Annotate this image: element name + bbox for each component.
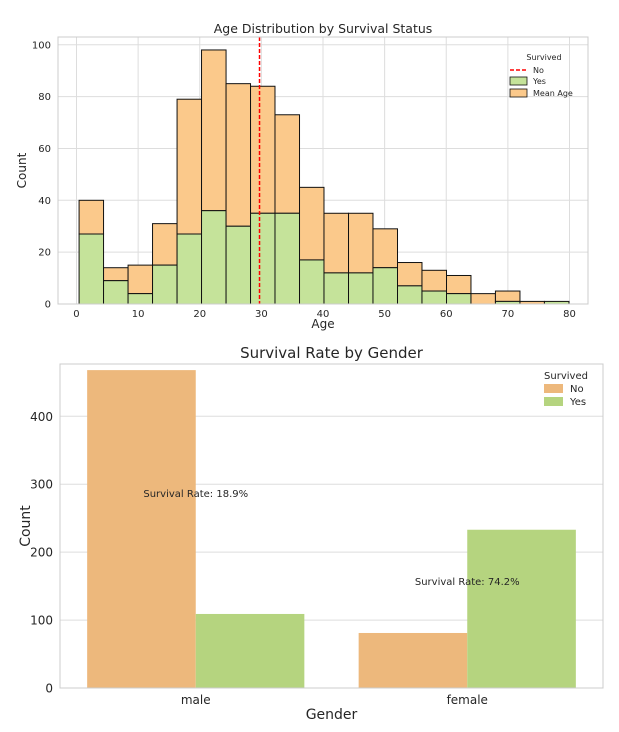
bar-yes bbox=[348, 272, 374, 305]
x-tick-label: 60 bbox=[440, 309, 453, 320]
bar-mean-age bbox=[494, 290, 521, 302]
legend-label-yes: Yes bbox=[532, 77, 546, 86]
legend-label-no: No bbox=[533, 66, 544, 75]
x-tick-label: female bbox=[447, 693, 488, 707]
bar-mean-age bbox=[299, 186, 325, 261]
x-tick-label: 80 bbox=[563, 309, 576, 320]
bar-yes bbox=[195, 613, 305, 688]
y-tick-label: 0 bbox=[45, 682, 53, 696]
x-axis-label: Age bbox=[311, 317, 334, 331]
bar-mean-age bbox=[372, 228, 399, 269]
y-tick-label: 200 bbox=[30, 546, 53, 560]
bar-mean-age bbox=[225, 83, 252, 227]
bar-yes bbox=[274, 212, 301, 305]
bar-yes bbox=[201, 210, 227, 305]
bar-yes bbox=[152, 264, 178, 305]
legend-swatch-no bbox=[544, 384, 563, 393]
bar-mean-age bbox=[397, 262, 423, 287]
bar-yes bbox=[225, 225, 252, 305]
bar-mean-age bbox=[446, 274, 472, 295]
chart-title: Age Distribution by Survival Status bbox=[214, 21, 433, 36]
x-tick-label: 0 bbox=[73, 309, 79, 320]
x-axis-label: Gender bbox=[306, 707, 358, 723]
bar-mean-age bbox=[250, 85, 276, 214]
legend-label-no: No bbox=[570, 384, 584, 395]
plot-frame bbox=[57, 36, 589, 305]
bar-yes bbox=[397, 285, 423, 305]
x-tick-label: 40 bbox=[317, 309, 330, 320]
y-axis-label: Count bbox=[15, 152, 29, 188]
plot-frame bbox=[59, 363, 604, 689]
legend-title: Survived bbox=[526, 53, 561, 62]
bar-yes bbox=[467, 529, 576, 688]
bar-mean-age bbox=[421, 269, 448, 292]
chart-title: Survival Rate by Gender bbox=[240, 344, 424, 362]
bar-yes bbox=[372, 267, 399, 305]
survival-rate-annotation: Survival Rate: 74.2% bbox=[415, 577, 520, 588]
y-tick-label: 100 bbox=[32, 40, 51, 51]
y-tick-label: 60 bbox=[38, 144, 51, 155]
legend-label-mean-age: Mean Age bbox=[533, 89, 573, 98]
legend-swatch-yes bbox=[509, 76, 528, 86]
bar-mean-age bbox=[103, 267, 129, 282]
legend-swatch-yes bbox=[544, 397, 563, 406]
bar-mean-age bbox=[274, 114, 301, 214]
y-tick-label: 80 bbox=[38, 92, 51, 103]
bar-yes bbox=[78, 233, 105, 305]
bar-mean-age bbox=[470, 293, 496, 305]
legend-swatch-mean-age bbox=[509, 88, 528, 98]
x-tick-label: 70 bbox=[502, 309, 515, 320]
y-tick-label: 100 bbox=[30, 614, 53, 628]
bar-mean-age bbox=[176, 98, 203, 235]
bar-mean-age bbox=[323, 212, 350, 274]
bar-mean-age bbox=[152, 223, 178, 266]
bar-yes bbox=[103, 280, 129, 305]
y-tick-label: 0 bbox=[45, 300, 51, 311]
bar-no bbox=[87, 370, 196, 688]
y-tick-label: 20 bbox=[38, 248, 51, 259]
y-tick-label: 300 bbox=[30, 478, 53, 492]
y-axis-label: Count bbox=[18, 505, 34, 547]
bar-mean-age bbox=[127, 264, 154, 295]
bar-mean-age bbox=[201, 49, 227, 212]
bar-yes bbox=[421, 290, 448, 305]
bar-yes bbox=[250, 212, 276, 305]
y-tick-label: 40 bbox=[38, 196, 51, 207]
bar-mean-age bbox=[348, 212, 374, 274]
legend-label-yes: Yes bbox=[569, 397, 586, 408]
x-tick-label: male bbox=[181, 693, 211, 707]
legend-title: Survived bbox=[544, 371, 588, 382]
x-tick-label: 30 bbox=[255, 309, 268, 320]
bar-yes bbox=[299, 259, 325, 305]
bar-yes bbox=[446, 293, 472, 305]
bar-yes bbox=[323, 272, 350, 305]
x-tick-label: 20 bbox=[193, 309, 206, 320]
bar-no bbox=[358, 632, 468, 688]
bar-mean-age bbox=[78, 199, 105, 235]
bar-yes bbox=[176, 233, 203, 305]
x-tick-label: 10 bbox=[132, 309, 145, 320]
y-tick-label: 400 bbox=[30, 410, 53, 424]
bar-yes bbox=[127, 293, 154, 305]
x-tick-label: 50 bbox=[378, 309, 391, 320]
survival-rate-annotation: Survival Rate: 18.9% bbox=[143, 489, 248, 500]
